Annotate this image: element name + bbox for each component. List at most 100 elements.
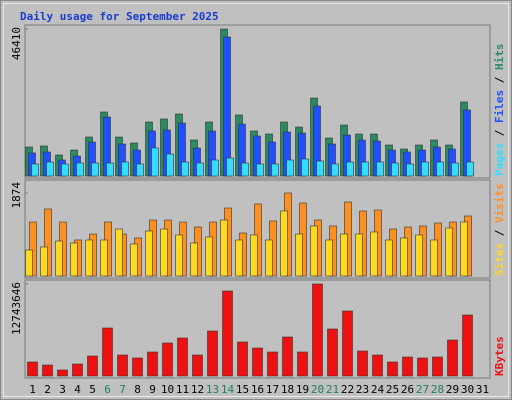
bar xyxy=(44,208,52,277)
bar xyxy=(466,161,474,177)
x-tick-label: 22 xyxy=(341,383,354,396)
bar xyxy=(316,160,324,177)
x-tick-label: 13 xyxy=(206,383,219,396)
bar xyxy=(331,163,339,177)
bar xyxy=(346,161,354,177)
bar xyxy=(162,342,173,377)
bar xyxy=(421,161,429,177)
x-tick-label: 9 xyxy=(149,383,156,396)
bar xyxy=(151,147,159,177)
legend-entry: Hits xyxy=(493,44,506,71)
bar xyxy=(190,242,198,277)
legend: Pages / Files / Hits xyxy=(493,44,506,177)
legend-separator: / xyxy=(493,70,506,90)
bar xyxy=(372,354,383,377)
legend-entry: Sites xyxy=(493,243,506,276)
x-tick-label: 12 xyxy=(191,383,204,396)
bar xyxy=(235,239,243,277)
bar xyxy=(361,161,369,177)
x-tick-label: 8 xyxy=(134,383,141,396)
legend-entry: Visits xyxy=(493,183,506,223)
bar xyxy=(100,239,108,277)
bar xyxy=(160,228,168,277)
bar xyxy=(147,351,158,377)
x-tick-label: 17 xyxy=(266,383,279,396)
bar xyxy=(130,243,138,277)
x-tick-label: 5 xyxy=(89,383,96,396)
bar xyxy=(376,161,384,177)
bar xyxy=(207,330,218,377)
bar xyxy=(447,339,458,377)
bar xyxy=(121,161,129,177)
bar xyxy=(355,233,363,277)
x-tick-label: 15 xyxy=(236,383,249,396)
legend-separator: / xyxy=(493,223,506,243)
bar xyxy=(117,354,128,377)
bar xyxy=(42,364,53,377)
x-tick-label: 21 xyxy=(326,383,339,396)
bar xyxy=(310,225,318,277)
bar xyxy=(462,314,473,377)
bar xyxy=(91,162,99,177)
x-tick-label: 10 xyxy=(161,383,174,396)
bar xyxy=(295,233,303,277)
chart-title: Daily usage for September 2025 xyxy=(20,10,219,23)
bar xyxy=(166,153,174,177)
bar xyxy=(265,239,273,277)
bar xyxy=(61,163,69,177)
x-tick-label: 31 xyxy=(476,383,489,396)
bar xyxy=(342,310,353,377)
bar xyxy=(46,161,54,177)
bar xyxy=(391,162,399,177)
bar xyxy=(400,237,408,277)
bar xyxy=(286,159,294,177)
bar xyxy=(406,163,414,177)
bar xyxy=(460,221,468,277)
bar xyxy=(192,354,203,377)
bar xyxy=(451,162,459,177)
bar xyxy=(340,233,348,277)
x-tick-label: 25 xyxy=(386,383,399,396)
bar xyxy=(312,283,323,377)
bar xyxy=(106,162,114,177)
x-tick-label: 4 xyxy=(74,383,81,396)
bar xyxy=(102,327,113,377)
bar xyxy=(25,249,33,277)
bar xyxy=(370,231,378,277)
bar xyxy=(181,161,189,177)
x-tick-label: 24 xyxy=(371,383,385,396)
x-tick-label: 2 xyxy=(44,383,51,396)
bar xyxy=(220,219,228,277)
bar xyxy=(72,363,83,377)
y-tick-label: 46410 xyxy=(10,27,23,60)
bar xyxy=(40,246,48,277)
bar xyxy=(280,210,288,277)
y-tick-label: 12743646 xyxy=(10,282,23,335)
bar xyxy=(301,158,309,177)
bar xyxy=(237,341,248,377)
bar xyxy=(132,357,143,377)
legend: KBytes xyxy=(493,336,506,376)
bar xyxy=(436,161,444,177)
bar xyxy=(402,356,413,377)
bar xyxy=(271,163,279,177)
bar xyxy=(357,350,368,377)
bar xyxy=(145,230,153,277)
legend-separator: / xyxy=(493,123,506,143)
x-tick-label: 27 xyxy=(416,383,429,396)
bar xyxy=(87,355,98,377)
x-tick-label: 30 xyxy=(461,383,474,396)
frame-inner xyxy=(3,3,509,397)
y-tick-label: 1874 xyxy=(10,182,23,209)
legend-entry: Pages xyxy=(493,143,506,176)
bar xyxy=(241,162,249,177)
bar xyxy=(27,361,38,377)
x-tick-label: 16 xyxy=(251,383,264,396)
bar xyxy=(70,242,78,277)
bar xyxy=(222,290,233,377)
bar xyxy=(223,36,231,177)
bar xyxy=(76,162,84,177)
bar xyxy=(177,337,188,377)
